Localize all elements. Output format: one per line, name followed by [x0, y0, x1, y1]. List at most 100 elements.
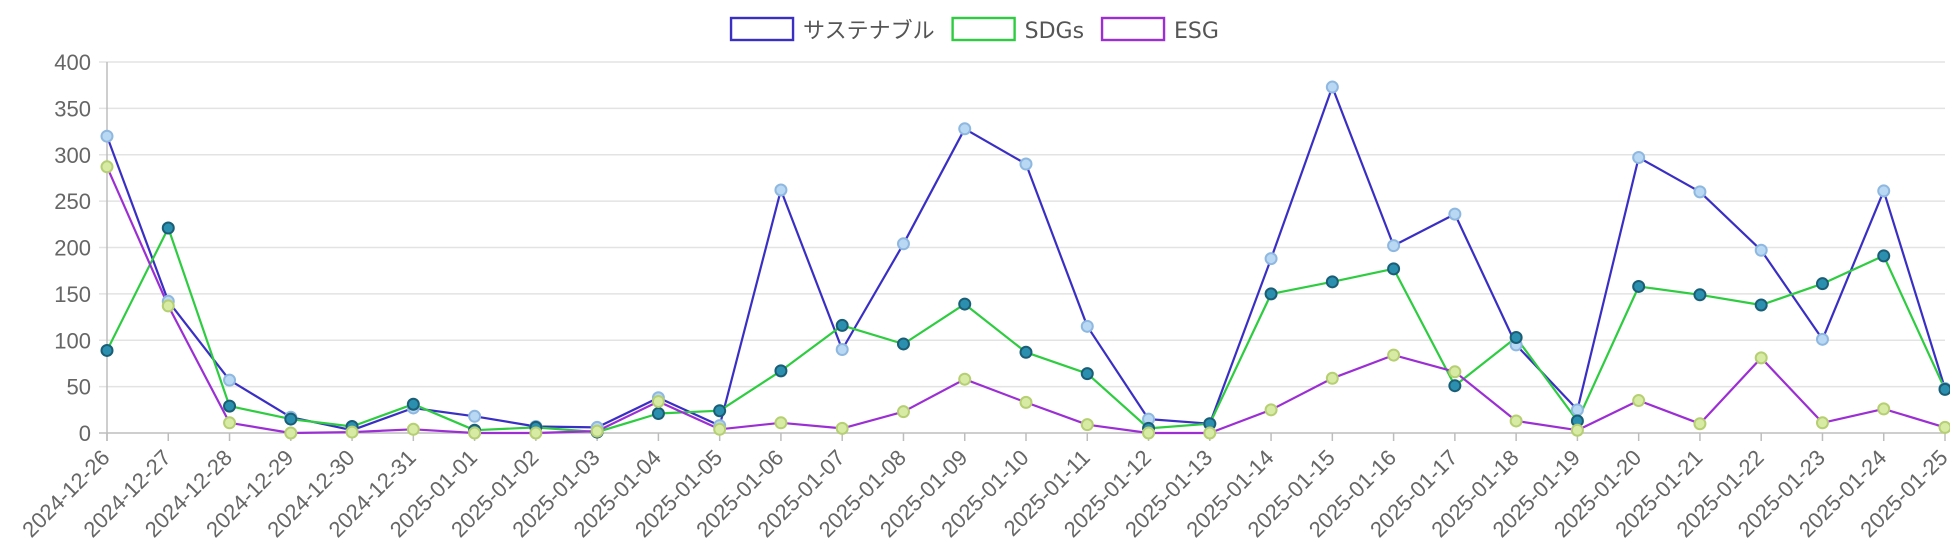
data-point[interactable]: [1877, 184, 1891, 198]
data-point[interactable]: [1325, 371, 1339, 385]
data-point[interactable]: [161, 299, 175, 313]
data-point[interactable]: [223, 373, 237, 387]
data-point[interactable]: [1693, 288, 1707, 302]
series-line-0: [105, 85, 1947, 432]
series-line-2: [105, 166, 1946, 435]
data-point[interactable]: [1877, 249, 1891, 263]
data-point[interactable]: [590, 424, 604, 438]
data-point[interactable]: [100, 129, 114, 143]
data-point[interactable]: [1264, 403, 1278, 417]
data-point[interactable]: [468, 426, 482, 440]
data-point[interactable]: [1448, 207, 1462, 221]
data-point[interactable]: [774, 416, 788, 430]
data-point[interactable]: [1754, 351, 1768, 365]
data-point[interactable]: [958, 372, 972, 386]
data-point[interactable]: [284, 412, 298, 426]
y-tick-label: 50: [67, 375, 91, 400]
data-point[interactable]: [651, 394, 665, 408]
y-tick-label: 150: [54, 282, 91, 307]
data-point[interactable]: [406, 397, 420, 411]
data-point[interactable]: [1632, 394, 1646, 408]
axes: 0501001502002503003504002024-12-262024-1…: [17, 50, 1950, 540]
data-point[interactable]: [1632, 279, 1646, 293]
data-point[interactable]: [958, 297, 972, 311]
data-point[interactable]: [1815, 332, 1829, 346]
series-lines: [105, 85, 1947, 435]
data-point[interactable]: [1570, 403, 1584, 417]
legend: サステナブル SDGs ESG: [729, 16, 1219, 44]
data-point[interactable]: [1938, 382, 1950, 396]
data-point[interactable]: [1509, 414, 1523, 428]
data-point[interactable]: [958, 122, 972, 136]
data-point[interactable]: [1325, 80, 1339, 94]
legend-item-0[interactable]: サステナブル: [729, 16, 935, 44]
data-point[interactable]: [713, 404, 727, 418]
data-point[interactable]: [223, 399, 237, 413]
data-point[interactable]: [1142, 426, 1156, 440]
legend-swatch: [1100, 16, 1166, 42]
data-point[interactable]: [100, 343, 114, 357]
data-point[interactable]: [100, 160, 114, 174]
data-point[interactable]: [651, 407, 665, 421]
data-point[interactable]: [774, 364, 788, 378]
y-tick-label: 0: [79, 421, 91, 446]
data-point[interactable]: [896, 337, 910, 351]
data-point[interactable]: [223, 416, 237, 430]
data-point[interactable]: [1570, 423, 1584, 437]
data-point[interactable]: [1448, 379, 1462, 393]
grid-lines: [99, 61, 1945, 434]
data-point[interactable]: [1019, 395, 1033, 409]
data-point[interactable]: [529, 426, 543, 440]
data-point[interactable]: [1080, 418, 1094, 432]
legend-item-1[interactable]: SDGs: [951, 16, 1084, 44]
data-point[interactable]: [1815, 416, 1829, 430]
data-point[interactable]: [406, 422, 420, 436]
data-point[interactable]: [1203, 426, 1217, 440]
data-point[interactable]: [774, 183, 788, 197]
data-point[interactable]: [1693, 185, 1707, 199]
data-point[interactable]: [835, 421, 849, 435]
data-point[interactable]: [835, 318, 849, 332]
legend-item-2[interactable]: ESG: [1100, 16, 1219, 44]
data-point[interactable]: [1877, 402, 1891, 416]
data-point[interactable]: [1632, 151, 1646, 165]
data-point[interactable]: [161, 221, 175, 235]
data-point[interactable]: [1754, 243, 1768, 257]
y-tick-label: 250: [54, 189, 91, 214]
data-point[interactable]: [1325, 275, 1339, 289]
y-tick-label: 200: [54, 236, 91, 261]
legend-swatch: [729, 16, 795, 42]
data-point[interactable]: [1080, 319, 1094, 333]
y-tick-label: 400: [54, 50, 91, 75]
data-point[interactable]: [1754, 298, 1768, 312]
data-points: [100, 80, 1950, 440]
legend-label: SDGs: [1025, 19, 1084, 44]
data-point[interactable]: [468, 409, 482, 423]
data-point[interactable]: [1264, 252, 1278, 266]
data-point[interactable]: [345, 425, 359, 439]
data-point[interactable]: [1387, 239, 1401, 253]
data-point[interactable]: [1938, 420, 1950, 434]
data-point[interactable]: [284, 426, 298, 440]
data-point[interactable]: [713, 422, 727, 436]
data-point[interactable]: [1264, 287, 1278, 301]
legend-label: ESG: [1174, 19, 1219, 44]
y-tick-label: 350: [54, 96, 91, 121]
data-point[interactable]: [1693, 417, 1707, 431]
data-point[interactable]: [1815, 277, 1829, 291]
data-point[interactable]: [896, 237, 910, 251]
data-point[interactable]: [1080, 367, 1094, 381]
data-point[interactable]: [1019, 157, 1033, 171]
data-point[interactable]: [1387, 262, 1401, 276]
legend-label: サステナブル: [803, 19, 935, 44]
y-tick-label: 300: [54, 143, 91, 168]
data-point[interactable]: [1509, 330, 1523, 344]
data-point[interactable]: [896, 405, 910, 419]
data-point[interactable]: [1019, 345, 1033, 359]
legend-swatch: [951, 16, 1016, 42]
data-point[interactable]: [835, 343, 849, 357]
data-point[interactable]: [1387, 348, 1401, 362]
data-point[interactable]: [1448, 365, 1462, 379]
